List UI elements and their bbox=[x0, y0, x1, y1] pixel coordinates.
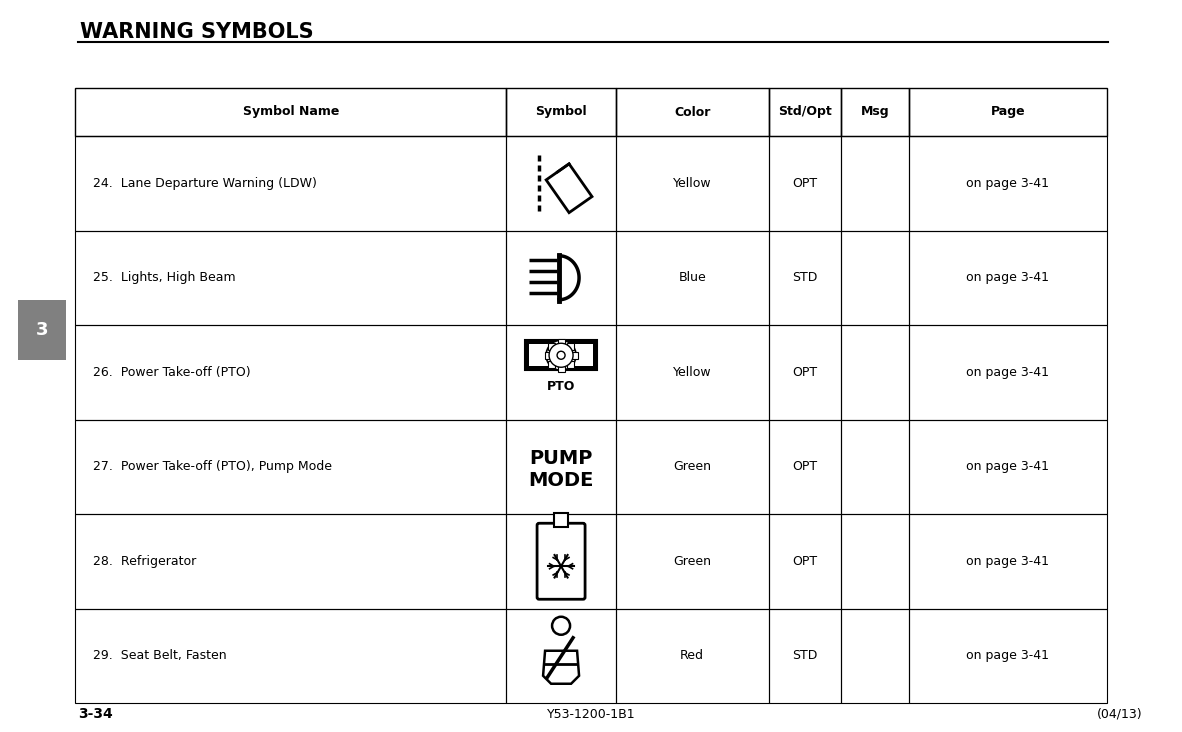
Bar bbox=[566, 343, 573, 350]
Text: Yellow: Yellow bbox=[673, 176, 712, 190]
Text: on page 3-41: on page 3-41 bbox=[967, 649, 1050, 662]
Bar bbox=[909, 136, 1108, 231]
Text: 3: 3 bbox=[35, 321, 48, 339]
Bar bbox=[571, 352, 578, 359]
Bar bbox=[768, 88, 840, 136]
Text: on page 3-41: on page 3-41 bbox=[967, 555, 1050, 568]
Text: Red: Red bbox=[680, 649, 704, 662]
Bar bbox=[840, 88, 909, 136]
Circle shape bbox=[550, 343, 573, 367]
Text: Symbol: Symbol bbox=[535, 105, 587, 119]
Text: on page 3-41: on page 3-41 bbox=[967, 176, 1050, 190]
Text: Page: Page bbox=[991, 105, 1025, 119]
Text: OPT: OPT bbox=[792, 555, 817, 568]
Bar bbox=[530, 344, 593, 366]
Text: WARNING SYMBOLS: WARNING SYMBOLS bbox=[80, 22, 313, 42]
Bar bbox=[616, 231, 768, 325]
Text: OPT: OPT bbox=[792, 176, 817, 190]
Bar bbox=[768, 419, 840, 514]
Text: PTO: PTO bbox=[547, 380, 576, 393]
Bar bbox=[548, 343, 556, 350]
Bar bbox=[909, 231, 1108, 325]
Bar bbox=[768, 608, 840, 703]
Bar bbox=[616, 88, 768, 136]
Bar bbox=[616, 514, 768, 608]
Text: on page 3-41: on page 3-41 bbox=[967, 460, 1050, 474]
Text: OPT: OPT bbox=[792, 460, 817, 474]
Bar bbox=[840, 136, 909, 231]
Text: STD: STD bbox=[792, 272, 817, 284]
Text: Color: Color bbox=[674, 105, 710, 119]
Bar bbox=[506, 231, 616, 325]
Text: PUMP: PUMP bbox=[530, 449, 592, 468]
Text: Green: Green bbox=[673, 555, 712, 568]
Bar bbox=[616, 325, 768, 419]
Bar bbox=[74, 514, 506, 608]
Text: Yellow: Yellow bbox=[673, 366, 712, 378]
Text: 3-34: 3-34 bbox=[78, 707, 112, 721]
Bar bbox=[74, 88, 506, 136]
Text: Msg: Msg bbox=[860, 105, 889, 119]
Bar bbox=[840, 608, 909, 703]
Bar bbox=[18, 300, 66, 360]
Bar bbox=[74, 231, 506, 325]
Bar bbox=[74, 325, 506, 419]
Bar bbox=[525, 340, 597, 370]
Bar bbox=[566, 361, 573, 368]
Bar bbox=[506, 608, 616, 703]
Circle shape bbox=[557, 351, 565, 359]
Bar bbox=[506, 419, 616, 514]
Bar bbox=[840, 514, 909, 608]
Bar bbox=[768, 325, 840, 419]
Text: 26.  Power Take-off (PTO): 26. Power Take-off (PTO) bbox=[93, 366, 251, 378]
Bar bbox=[554, 513, 569, 527]
Bar bbox=[840, 419, 909, 514]
Text: Y53-1200-1B1: Y53-1200-1B1 bbox=[547, 708, 635, 720]
Bar bbox=[768, 231, 840, 325]
Text: Std/Opt: Std/Opt bbox=[778, 105, 831, 119]
Bar bbox=[558, 365, 565, 372]
Bar bbox=[74, 608, 506, 703]
Bar bbox=[909, 608, 1108, 703]
Text: MODE: MODE bbox=[528, 471, 593, 490]
Bar bbox=[909, 325, 1108, 419]
Text: on page 3-41: on page 3-41 bbox=[967, 366, 1050, 378]
Bar bbox=[768, 514, 840, 608]
Bar bbox=[506, 325, 616, 419]
Bar bbox=[506, 136, 616, 231]
Bar bbox=[616, 136, 768, 231]
Text: on page 3-41: on page 3-41 bbox=[967, 272, 1050, 284]
Bar bbox=[840, 325, 909, 419]
Text: (04/13): (04/13) bbox=[1097, 708, 1142, 720]
Bar bbox=[558, 339, 565, 346]
Text: 27.  Power Take-off (PTO), Pump Mode: 27. Power Take-off (PTO), Pump Mode bbox=[93, 460, 332, 474]
Circle shape bbox=[546, 340, 576, 370]
Text: 24.  Lane Departure Warning (LDW): 24. Lane Departure Warning (LDW) bbox=[93, 176, 317, 190]
Bar bbox=[74, 419, 506, 514]
Bar bbox=[909, 514, 1108, 608]
Text: 25.  Lights, High Beam: 25. Lights, High Beam bbox=[93, 272, 235, 284]
Bar bbox=[840, 231, 909, 325]
Text: Green: Green bbox=[673, 460, 712, 474]
Bar bbox=[74, 136, 506, 231]
Bar bbox=[909, 419, 1108, 514]
Bar bbox=[616, 419, 768, 514]
Bar bbox=[545, 352, 552, 359]
Text: Symbol Name: Symbol Name bbox=[242, 105, 339, 119]
Text: 28.  Refrigerator: 28. Refrigerator bbox=[93, 555, 196, 568]
Text: 29.  Seat Belt, Fasten: 29. Seat Belt, Fasten bbox=[93, 649, 227, 662]
Bar bbox=[616, 608, 768, 703]
Bar bbox=[768, 136, 840, 231]
Bar bbox=[506, 88, 616, 136]
FancyBboxPatch shape bbox=[537, 523, 585, 600]
Bar bbox=[506, 514, 616, 608]
Text: STD: STD bbox=[792, 649, 817, 662]
Bar bbox=[548, 361, 556, 368]
Text: OPT: OPT bbox=[792, 366, 817, 378]
Bar bbox=[909, 88, 1108, 136]
Text: Blue: Blue bbox=[678, 272, 706, 284]
